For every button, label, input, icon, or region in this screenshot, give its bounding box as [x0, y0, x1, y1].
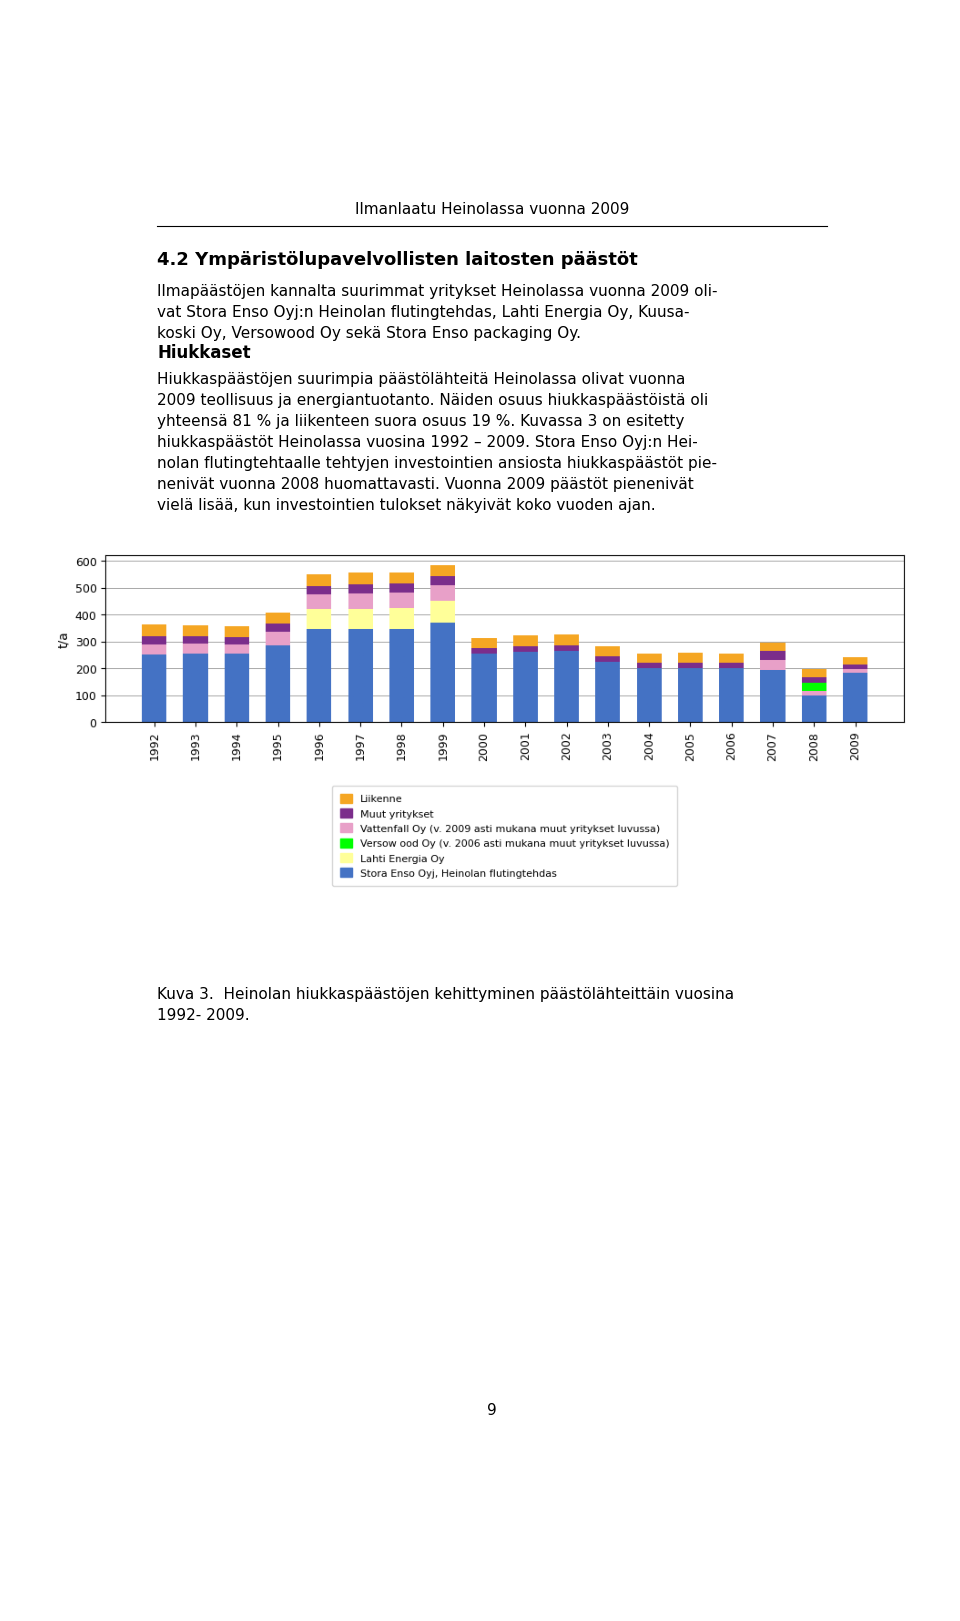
Text: Kuva 3.  Heinolan hiukkaspäästöjen kehittyminen päästölähteittäin vuosina
1992- : Kuva 3. Heinolan hiukkaspäästöjen kehitt… — [157, 987, 734, 1023]
Text: Hiukkaspäästöjen suurimpia päästölähteitä Heinolassa olivat vuonna
2009 teollisu: Hiukkaspäästöjen suurimpia päästölähteit… — [157, 371, 717, 512]
Text: 4.2 Ympäristölupavelvollisten laitosten päästöt: 4.2 Ympäristölupavelvollisten laitosten … — [157, 251, 638, 269]
Text: Ilmapäästöjen kannalta suurimmat yritykset Heinolassa vuonna 2009 oli-
vat Stora: Ilmapäästöjen kannalta suurimmat yrityks… — [157, 284, 718, 342]
Text: 9: 9 — [487, 1402, 497, 1418]
Text: Hiukkaset: Hiukkaset — [157, 344, 251, 363]
Text: Ilmanlaatu Heinolassa vuonna 2009: Ilmanlaatu Heinolassa vuonna 2009 — [355, 203, 629, 217]
